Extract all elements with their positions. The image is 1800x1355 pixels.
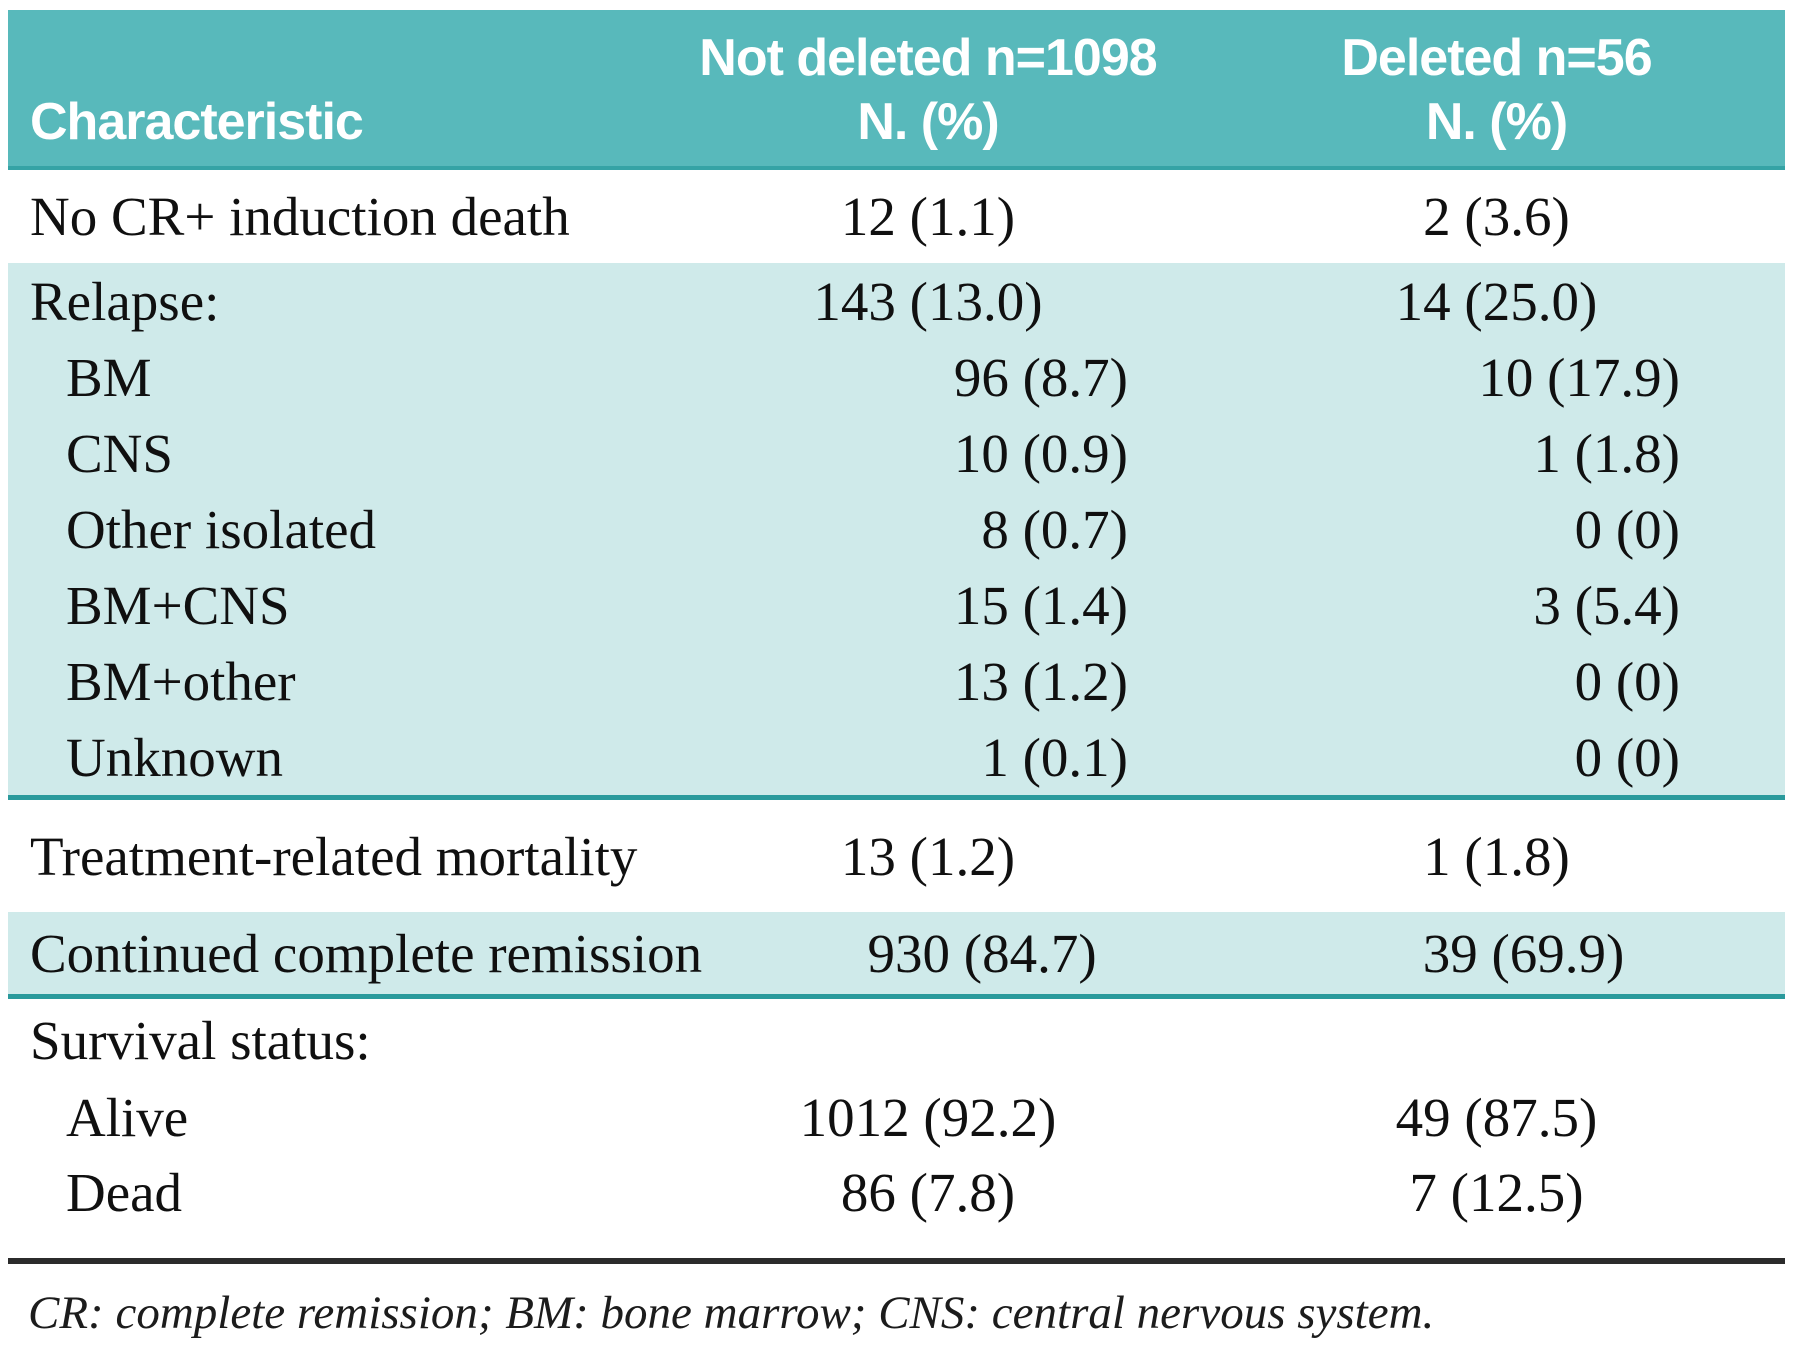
header-characteristic: Characteristic — [30, 93, 364, 151]
value-not-deleted: 86 (7.8) — [840, 1161, 1016, 1223]
row-label: Other isolated — [66, 498, 377, 560]
value-not-deleted: 13 (1.2) — [840, 825, 1016, 887]
row-label: Unknown — [66, 726, 283, 788]
table-row-unknown: Unknown 1 (0.1) 0 (0) — [8, 719, 1785, 795]
header-not-deleted-subtitle: N. (%) — [857, 93, 999, 151]
value-not-deleted: 1012 (92.2) — [799, 1087, 1057, 1148]
table-row-other-isolated: Other isolated 8 (0.7) 0 (0) — [8, 491, 1785, 567]
row-label: CNS — [66, 422, 173, 484]
table-row-bm: BM 96 (8.7) 10 (17.9) — [8, 339, 1785, 415]
relapse-section: Relapse: 143 (13.0) 14 (25.0) BM 96 (8.7… — [8, 263, 1785, 800]
header-deleted-title: Deleted n=56 — [1341, 29, 1652, 87]
row-label: Continued complete remission — [30, 922, 703, 984]
value-not-deleted: 143 (13.0) — [813, 270, 1043, 332]
row-label: No CR+ induction death — [30, 186, 570, 247]
table-row-no-cr: No CR+ induction death 12 (1.1) 2 (3.6) — [8, 170, 1785, 263]
value-deleted: 1 (1.8) — [1533, 422, 1680, 484]
value-not-deleted: 1 (0.1) — [981, 726, 1128, 788]
table-header: Characteristic Not deleted n=1098 N. (%)… — [8, 10, 1785, 170]
row-label: BM+other — [66, 650, 296, 712]
value-not-deleted: 10 (0.9) — [953, 422, 1128, 484]
value-deleted: 7 (12.5) — [1409, 1161, 1584, 1223]
ccr-section: Continued complete remission 930 (84.7) … — [8, 912, 1785, 999]
value-deleted: 2 (3.6) — [1423, 186, 1570, 247]
value-deleted: 14 (25.0) — [1395, 270, 1598, 332]
table-row-survival-status: Survival status: — [8, 999, 1785, 1081]
value-not-deleted: 15 (1.4) — [953, 574, 1128, 636]
header-deleted: Deleted n=56 N. (%) — [1208, 10, 1785, 166]
table-row-ccr: Continued complete remission 930 (84.7) … — [8, 912, 1785, 994]
value-deleted: 0 (0) — [1574, 650, 1680, 712]
spacer — [8, 1230, 1785, 1258]
value-not-deleted: 12 (1.1) — [840, 186, 1016, 247]
value-deleted: 0 (0) — [1574, 726, 1680, 788]
row-label: Alive — [66, 1087, 189, 1148]
table-row-relapse: Relapse: 143 (13.0) 14 (25.0) — [8, 263, 1785, 339]
divider-rule — [8, 1258, 1785, 1264]
table-row-cns: CNS 10 (0.9) 1 (1.8) — [8, 415, 1785, 491]
value-deleted: 49 (87.5) — [1395, 1087, 1598, 1148]
table-row-dead: Dead 86 (7.8) 7 (12.5) — [8, 1154, 1785, 1230]
row-label: Treatment-related mortality — [30, 825, 638, 887]
value-deleted: 1 (1.8) — [1423, 825, 1570, 887]
header-not-deleted-title: Not deleted n=1098 — [699, 29, 1157, 87]
value-not-deleted: 13 (1.2) — [953, 650, 1128, 712]
row-label: Relapse: — [30, 270, 220, 332]
value-deleted: 3 (5.4) — [1533, 574, 1680, 636]
value-not-deleted: 96 (8.7) — [953, 346, 1128, 408]
footnote: CR: complete remission; BM: bone marrow;… — [28, 1287, 1435, 1339]
row-label: Dead — [66, 1161, 183, 1223]
header-deleted-subtitle: N. (%) — [1425, 93, 1568, 151]
table-row-bm-other: BM+other 13 (1.2) 0 (0) — [8, 643, 1785, 719]
value-deleted: 0 (0) — [1574, 498, 1680, 560]
outcome-table: Characteristic Not deleted n=1098 N. (%)… — [8, 10, 1785, 1340]
table-row-bm-cns: BM+CNS 15 (1.4) 3 (5.4) — [8, 567, 1785, 643]
value-deleted: 39 (69.9) — [1422, 922, 1625, 984]
table-row-alive: Alive 1012 (92.2) 49 (87.5) — [8, 1081, 1785, 1154]
row-label: BM+CNS — [66, 574, 290, 636]
value-not-deleted: 8 (0.7) — [981, 498, 1128, 560]
row-label: Survival status: — [30, 1009, 371, 1071]
value-deleted: 10 (17.9) — [1478, 346, 1680, 408]
value-not-deleted: 930 (84.7) — [867, 922, 1097, 984]
header-not-deleted: Not deleted n=1098 N. (%) — [648, 10, 1208, 166]
table-row-trm: Treatment-related mortality 13 (1.2) 1 (… — [8, 800, 1785, 912]
row-label: BM — [66, 346, 152, 408]
